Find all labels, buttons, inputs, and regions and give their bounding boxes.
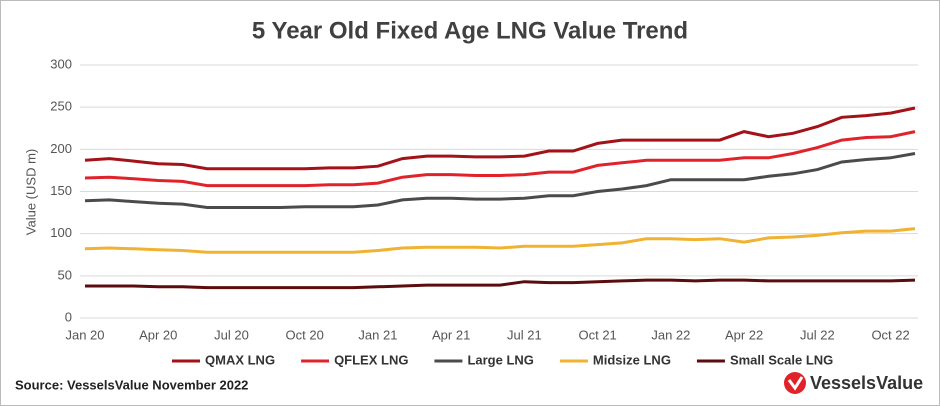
x-tick-label: Jul 22 <box>800 327 835 342</box>
logo-check <box>787 376 804 391</box>
series-line <box>84 227 916 254</box>
y-tick-label: 250 <box>50 99 72 114</box>
y-tick-label: 100 <box>50 225 72 240</box>
x-tick-label: Oct 22 <box>871 327 909 342</box>
x-tick-label: Jan 22 <box>651 327 690 342</box>
x-tick-label: Jul 20 <box>214 327 249 342</box>
y-tick-label: 200 <box>50 141 72 156</box>
source: Source: VesselsValue November 2022 <box>15 377 248 392</box>
x-tick-label: Apr 20 <box>139 327 177 342</box>
logo-text: VesselsValue <box>810 373 923 393</box>
y-tick-label: 0 <box>65 309 72 324</box>
x-tick-label: Oct 21 <box>578 327 616 342</box>
x-tick-label: Apr 22 <box>725 327 763 342</box>
x-tick-label: Jan 21 <box>358 327 397 342</box>
legend-label: Small Scale LNG <box>730 352 833 367</box>
x-tick-label: Jan 20 <box>65 327 104 342</box>
legend-label: Large LNG <box>467 352 533 367</box>
legend-label: QMAX LNG <box>205 352 275 367</box>
x-tick-label: Apr 21 <box>432 327 470 342</box>
x-tick-label: Jul 21 <box>507 327 542 342</box>
series-line <box>85 278 916 290</box>
series-line <box>84 106 916 171</box>
chart-title: 5 Year Old Fixed Age LNG Value Trend <box>252 17 688 44</box>
y-tick-label: 150 <box>50 183 72 198</box>
legend-label: QFLEX LNG <box>334 352 408 367</box>
logo-icon <box>784 372 806 394</box>
y-axis-label: Value (USD m) <box>23 149 38 235</box>
y-tick-label: 300 <box>50 56 72 71</box>
series-line <box>84 130 916 188</box>
y-tick-label: 50 <box>58 267 72 282</box>
series-line <box>84 152 916 209</box>
legend-label: Midsize LNG <box>593 352 671 367</box>
x-tick-label: Oct 20 <box>286 327 324 342</box>
